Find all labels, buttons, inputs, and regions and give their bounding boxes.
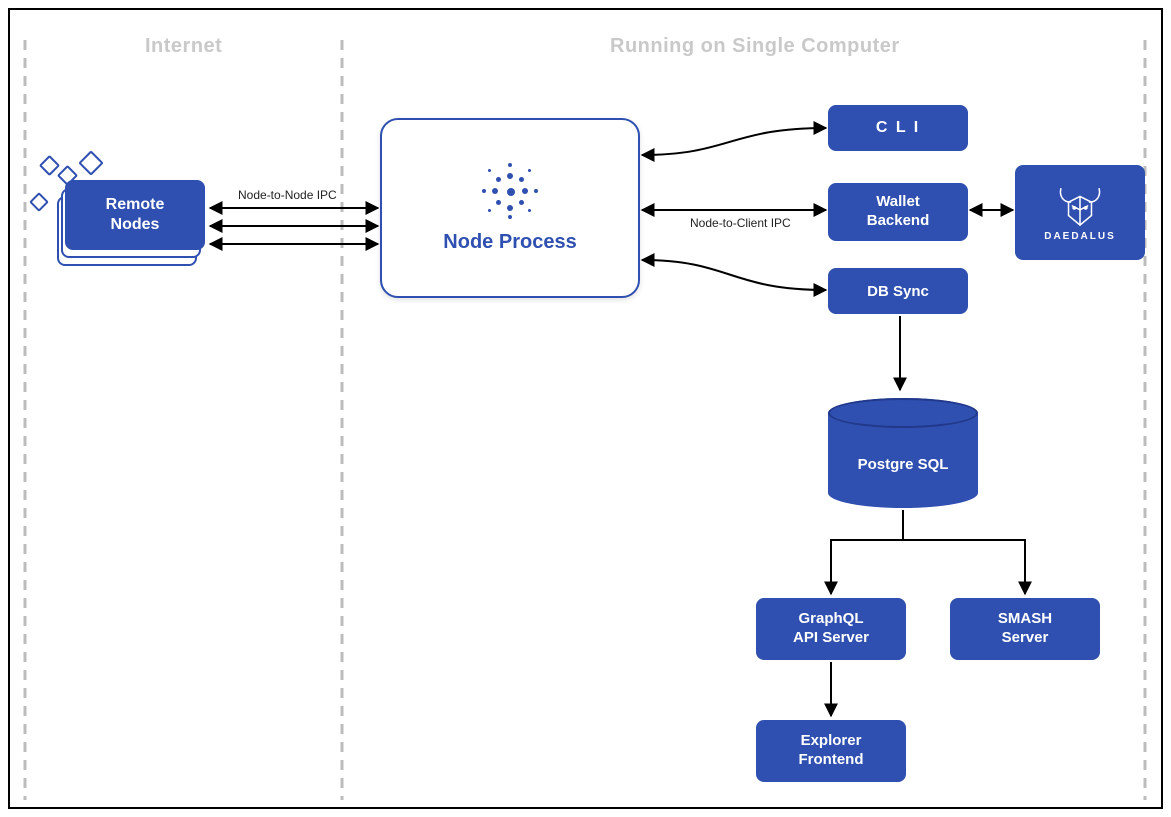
zone-label-internet: Internet: [145, 35, 222, 58]
node-label: RemoteNodes: [106, 195, 165, 235]
node-explorer: ExplorerFrontend: [756, 720, 906, 782]
node-postgres: Postgre SQL: [828, 398, 978, 508]
edge-label-n2n: Node-to-Node IPC: [238, 188, 337, 202]
node-remote-nodes: RemoteNodes: [65, 180, 205, 250]
daedalus-bull-icon: [1051, 183, 1109, 227]
edge-pg-graphql: [831, 510, 903, 594]
node-graphql: GraphQLAPI Server: [756, 598, 906, 660]
node-label: Postgre SQL: [828, 456, 978, 473]
node-label: DAEDALUS: [1044, 231, 1116, 242]
node-label: GraphQLAPI Server: [793, 610, 869, 648]
node-label: Node Process: [443, 231, 576, 254]
edge-node-dbsync: [642, 260, 826, 290]
node-label: C L I: [876, 119, 920, 137]
edge-label-n2c: Node-to-Client IPC: [690, 216, 791, 230]
zone-label-computer: Running on Single Computer: [610, 35, 900, 58]
node-cli: C L I: [828, 105, 968, 151]
node-label: DB Sync: [867, 283, 929, 300]
node-label: WalletBackend: [867, 193, 930, 231]
diagram-frame: { "diagram": { "type": "flowchart", "can…: [8, 8, 1163, 809]
edge-pg-smash: [903, 510, 1025, 594]
node-smash: SMASHServer: [950, 598, 1100, 660]
node-label: ExplorerFrontend: [799, 732, 864, 770]
cardano-dots-icon: [482, 163, 538, 219]
edge-node-cli: [642, 128, 826, 155]
node-db-sync: DB Sync: [828, 268, 968, 314]
node-process: Node Process: [380, 118, 640, 298]
node-daedalus: DAEDALUS: [1015, 165, 1145, 260]
node-wallet-backend: WalletBackend: [828, 183, 968, 241]
node-label: SMASHServer: [998, 610, 1052, 648]
